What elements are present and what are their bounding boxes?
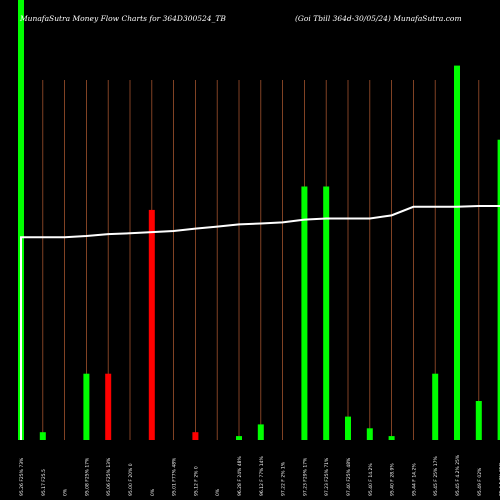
bar (148, 209, 155, 440)
x-tick-label: 0% (215, 488, 221, 496)
x-tick-label: 95.17 F25.5 (41, 469, 47, 496)
x-tick-label: 95.4 F 2% 05% (499, 461, 500, 496)
x-tick-label: 97.23 F29% 17% (302, 457, 308, 496)
bar (83, 373, 90, 440)
x-tick-label: 95.44 F 14.2% (411, 463, 417, 496)
bar (323, 186, 330, 440)
x-tick-label: 95.45 F 25% 17% (433, 456, 439, 496)
bar (105, 373, 112, 440)
x-tick-label: 95.40 F 28.9% (390, 463, 396, 496)
x-tick-label: 0% (150, 488, 156, 496)
bar (301, 186, 308, 440)
bar (39, 432, 46, 440)
x-tick-label: 95.45 F 4.2% 25% (455, 454, 461, 496)
x-tick-label: 95.40 F 14.2% (368, 463, 374, 496)
x-tick-label: 95.26 F25% 73% (19, 457, 25, 496)
bar (366, 428, 373, 440)
bar (257, 424, 264, 440)
bar (345, 416, 351, 440)
x-tick-label: 95.00 F 20% 0 (128, 463, 134, 496)
bar (475, 401, 482, 440)
x-tick-label: 95.49 F 02% (477, 467, 483, 496)
x-tick-label: 96.12 F 77% 14% (259, 456, 265, 496)
x-tick-label: 0% (63, 488, 69, 496)
x-tick-label: 97.23 F25% 71% (324, 457, 330, 496)
x-tick-label: 95.01 F77% 48% (172, 457, 178, 496)
bar (497, 139, 500, 440)
bar (432, 373, 439, 440)
x-tick-label: 97.22 F 2% 1% (281, 461, 287, 496)
boundary-bar-left (18, 0, 24, 440)
price-line (20, 205, 500, 440)
chart-subtitle: (Goi Tbill 364d-30/05/24) MunafaSutra.co… (295, 14, 462, 23)
chart-title: MunafaSutra Money Flow Charts for 364D30… (20, 14, 226, 23)
bar (236, 436, 242, 440)
x-tick-label: 95.08 F25% 17% (84, 457, 90, 496)
bar (192, 432, 199, 440)
bar (454, 65, 460, 440)
x-tick-label: 95.12 F 2% 0 (193, 466, 199, 496)
bar (388, 436, 395, 440)
x-tick-label: 95.06 F25% 13% (106, 457, 112, 496)
x-tick-label: 97.40 F25% 48% (346, 457, 352, 496)
x-tick-label: 96.28 F 24% 48% (237, 456, 243, 496)
